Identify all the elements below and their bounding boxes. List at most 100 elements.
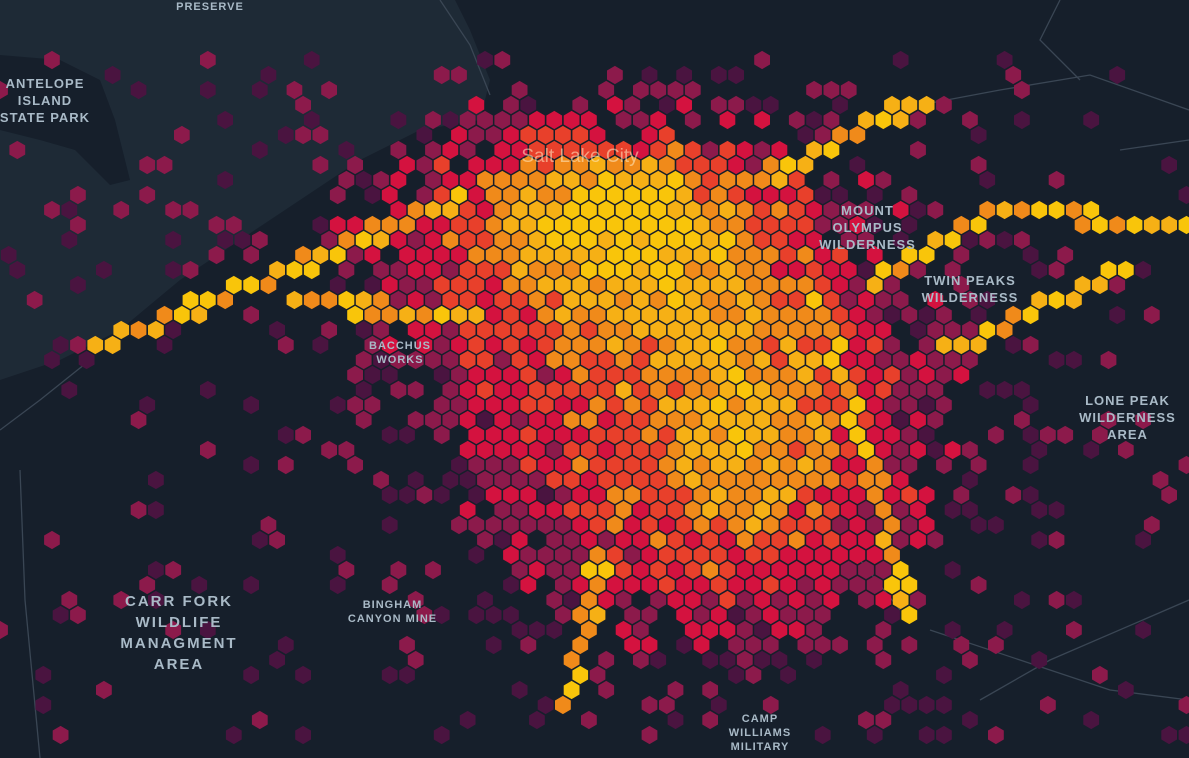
hex-cell [260, 515, 277, 535]
hex-cell [814, 335, 831, 355]
hex-cell [477, 260, 493, 280]
hex-cell [563, 230, 580, 250]
hex-cell [771, 560, 788, 580]
hex-cell [866, 515, 883, 535]
hex-cell [555, 605, 571, 625]
hex-cell [251, 80, 268, 100]
hex-cell [892, 530, 909, 550]
hex-cell [641, 455, 658, 475]
hex-cell [849, 365, 866, 385]
hex-cell [988, 725, 1004, 745]
hex-cell [754, 620, 770, 640]
hex-cell [840, 380, 857, 400]
hex-cell [624, 275, 641, 295]
hex-cell [823, 110, 840, 130]
hex-cell [303, 260, 320, 280]
hex-cell [442, 140, 459, 160]
hex-cell [581, 500, 597, 520]
hex-cell [503, 95, 519, 115]
hex-cell [806, 380, 822, 400]
hex-cell [875, 380, 892, 400]
hex-cell [589, 575, 606, 595]
hex-cell [936, 665, 952, 685]
hex-cell [624, 635, 641, 655]
hex-cell [1152, 470, 1169, 490]
hex-cell [650, 410, 667, 430]
hex-cell [719, 320, 736, 340]
hex-cell [581, 170, 597, 190]
hex-cell [503, 485, 519, 505]
hex-cell [113, 320, 130, 340]
hex-cell [702, 470, 718, 490]
hex-cell [70, 275, 86, 295]
hex-cell [1048, 350, 1065, 370]
hex-cell [780, 185, 796, 205]
hex-cell [563, 470, 580, 490]
hex-cell [477, 110, 493, 130]
hex-cell [529, 440, 545, 460]
hex-cell [355, 170, 372, 190]
hex-cell [442, 320, 459, 340]
hex-cell [927, 200, 944, 220]
hex-cell [650, 230, 667, 250]
hex-cell [442, 230, 459, 250]
hex-cell [347, 155, 363, 175]
hex-cell [459, 110, 476, 130]
hex-cell [762, 635, 779, 655]
hex-cell [892, 110, 909, 130]
hex-cell [615, 200, 632, 220]
road [979, 599, 1189, 701]
hex-cell [35, 695, 52, 715]
hex-cell [52, 725, 69, 745]
hex-cell [607, 245, 623, 265]
hex-cell [710, 65, 727, 85]
hex-cell [381, 575, 398, 595]
hex-cell [624, 185, 641, 205]
hex-cell [598, 590, 615, 610]
hex-cell [615, 110, 632, 130]
hex-cell [633, 530, 649, 550]
hex-cell [329, 395, 346, 415]
hex-cell [390, 290, 407, 310]
hex-cell [693, 215, 710, 235]
hex-cell [303, 290, 320, 310]
hex-cell [788, 260, 805, 280]
hex-cell [953, 245, 970, 265]
hex-cell [710, 425, 727, 445]
hex-cell [814, 605, 831, 625]
hex-cell [910, 260, 926, 280]
hex-cell [780, 155, 796, 175]
hex-cell [762, 455, 779, 475]
hex-cell [918, 725, 935, 745]
hex-cell [667, 590, 684, 610]
hex-cell [416, 485, 433, 505]
hex-cell [650, 560, 667, 580]
hex-cell [676, 185, 692, 205]
hex-cell [659, 125, 675, 145]
hex-cell [771, 590, 788, 610]
hex-cell [814, 365, 831, 385]
hex-cell [684, 110, 701, 130]
hex-cell [624, 605, 641, 625]
hex-cell [425, 230, 441, 250]
hex-cell [996, 200, 1013, 220]
hex-cell [251, 530, 268, 550]
hex-cell [1048, 200, 1065, 220]
hex-cell [832, 305, 848, 325]
hex-cell [477, 530, 493, 550]
hex-cell [693, 635, 710, 655]
hex-cell [511, 530, 528, 550]
hex-cell [762, 485, 779, 505]
hex-cell [927, 230, 944, 250]
hex-cell [615, 410, 632, 430]
hex-cell [537, 245, 554, 265]
hex-cell [866, 425, 883, 445]
hex-cell [667, 440, 684, 460]
hex-cell [659, 425, 675, 445]
hex-cell [858, 170, 874, 190]
hex-cell [329, 185, 346, 205]
hex-cell [425, 140, 441, 160]
hex-cell [884, 305, 900, 325]
hex-cell [745, 215, 762, 235]
